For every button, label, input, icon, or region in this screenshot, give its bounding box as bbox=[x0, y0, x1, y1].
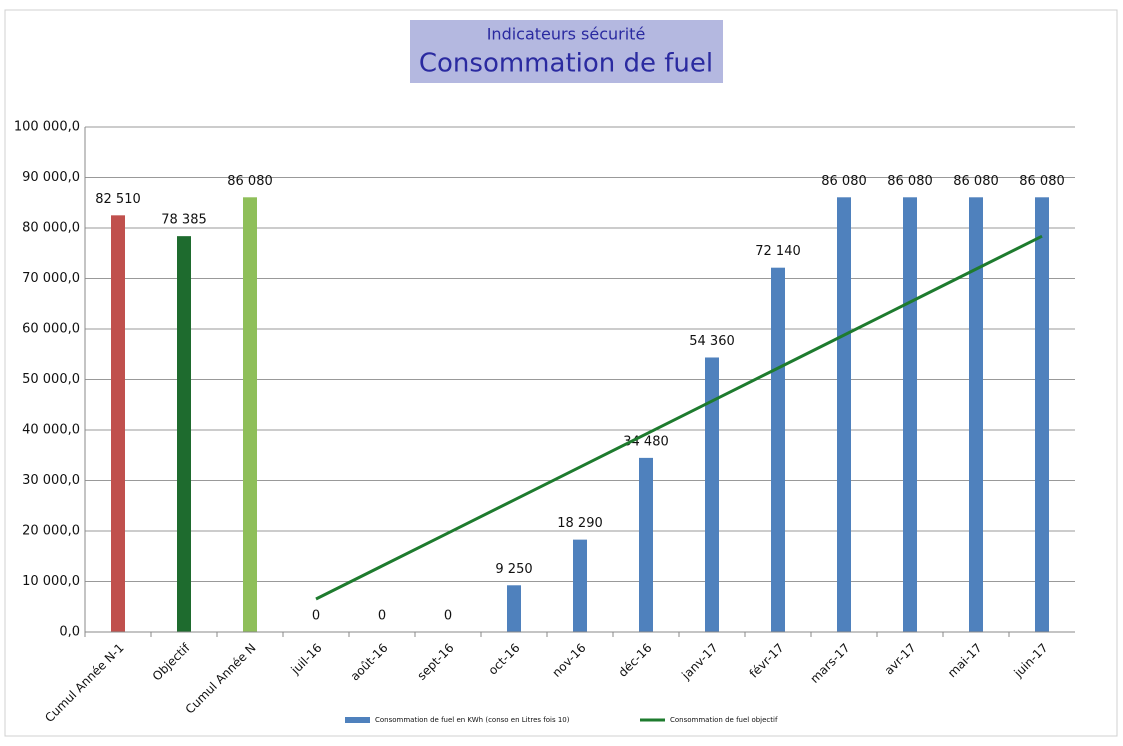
data-label: 78 385 bbox=[161, 213, 207, 228]
data-label: 86 080 bbox=[887, 174, 933, 189]
bar bbox=[705, 357, 719, 632]
y-tick-label: 50 000,0 bbox=[22, 372, 80, 387]
bar bbox=[177, 236, 191, 632]
data-label: 18 290 bbox=[557, 516, 603, 531]
y-tick-label: 100 000,0 bbox=[14, 120, 80, 135]
bar bbox=[969, 197, 983, 632]
data-label: 9 250 bbox=[495, 562, 532, 577]
y-tick-label: 60 000,0 bbox=[22, 322, 80, 337]
y-tick-label: 40 000,0 bbox=[22, 423, 80, 438]
bar bbox=[111, 215, 125, 632]
data-label: 54 360 bbox=[689, 334, 735, 349]
data-label: 86 080 bbox=[1019, 174, 1065, 189]
bar bbox=[573, 539, 587, 632]
title-box bbox=[410, 20, 723, 83]
y-tick-label: 10 000,0 bbox=[22, 574, 80, 589]
y-tick-label: 80 000,0 bbox=[22, 221, 80, 236]
legend-swatch bbox=[345, 717, 370, 723]
chart-subtitle: Indicateurs sécurité bbox=[487, 25, 646, 44]
y-tick-label: 20 000,0 bbox=[22, 524, 80, 539]
data-label: 72 140 bbox=[755, 244, 801, 259]
line bbox=[315, 234, 1043, 601]
data-label: 86 080 bbox=[227, 174, 273, 189]
legend-label: Consommation de fuel objectif bbox=[670, 716, 778, 724]
data-label: 0 bbox=[312, 609, 320, 624]
data-label: 0 bbox=[444, 609, 452, 624]
bar bbox=[1035, 197, 1049, 632]
y-tick-label: 90 000,0 bbox=[22, 170, 80, 185]
bar bbox=[507, 585, 521, 632]
y-tick-label: 0,0 bbox=[59, 625, 80, 640]
data-label: 86 080 bbox=[953, 174, 999, 189]
data-label: 0 bbox=[378, 609, 386, 624]
bar bbox=[639, 457, 653, 632]
bar bbox=[243, 197, 257, 632]
y-tick-label: 70 000,0 bbox=[22, 271, 80, 286]
data-label: 82 510 bbox=[95, 192, 141, 207]
bar bbox=[903, 197, 917, 632]
bar bbox=[837, 197, 851, 632]
data-label: 86 080 bbox=[821, 174, 867, 189]
chart-frame bbox=[4, 9, 1118, 737]
y-tick-label: 30 000,0 bbox=[22, 473, 80, 488]
legend-label: Consommation de fuel en KWh (conso en Li… bbox=[375, 716, 570, 724]
chart-title: Consommation de fuel bbox=[419, 49, 713, 79]
bar bbox=[771, 267, 785, 632]
